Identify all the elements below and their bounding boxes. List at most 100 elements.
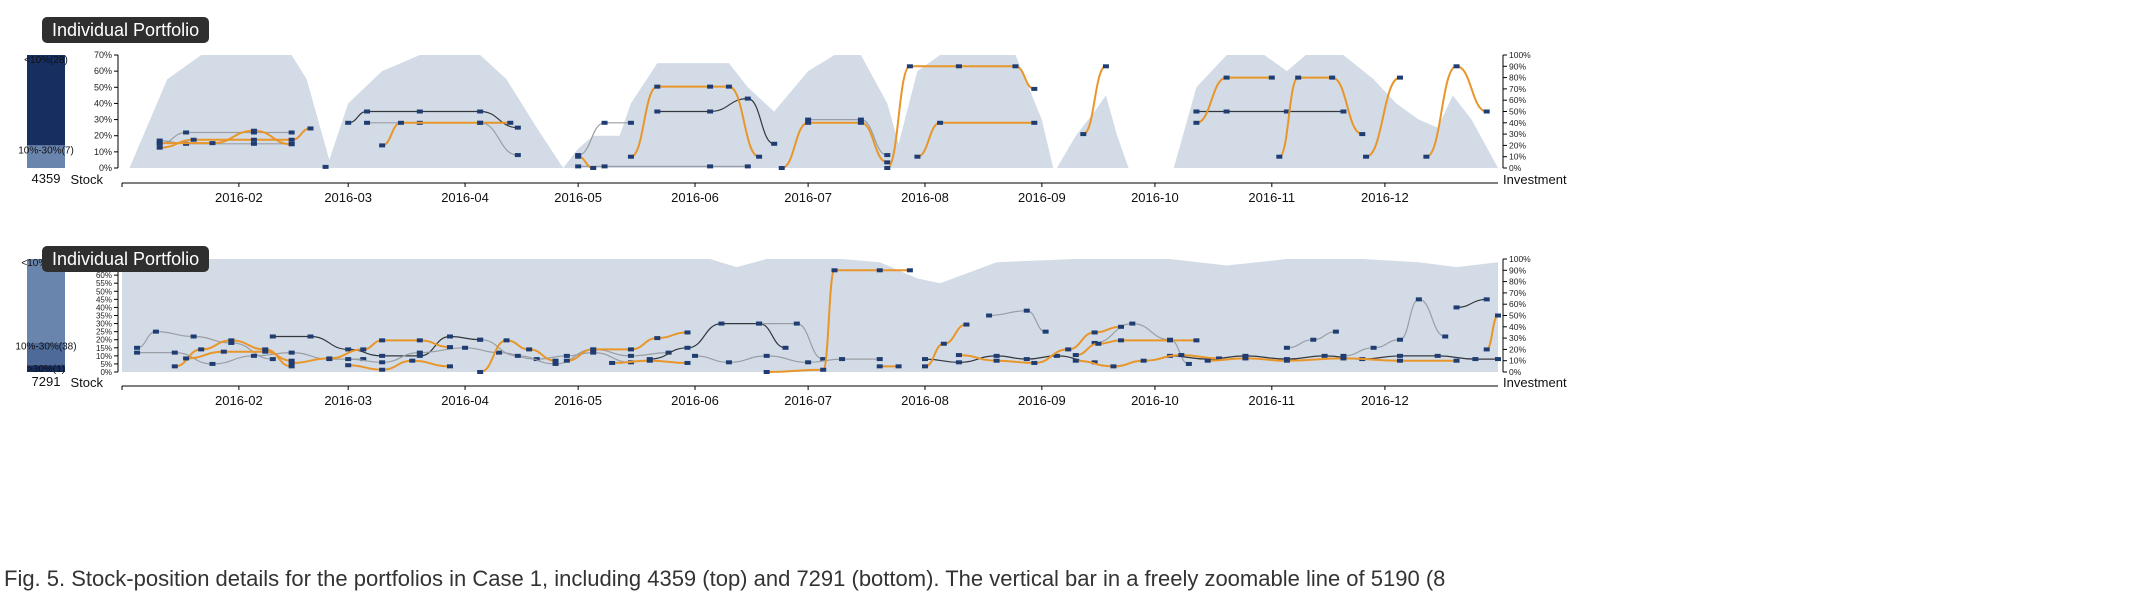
- investment-marker: [526, 347, 533, 352]
- stock-marker: [345, 347, 352, 352]
- position-bar-label: 10%-30%(7): [18, 145, 74, 156]
- investment-marker: [288, 358, 295, 363]
- investment-marker: [209, 141, 216, 146]
- stock-marker: [692, 353, 699, 358]
- investment-marker: [1363, 154, 1370, 159]
- left-tick-label: 0%: [99, 163, 112, 173]
- stock-marker: [416, 350, 423, 355]
- stock-marker: [805, 360, 812, 365]
- stock-marker: [601, 164, 608, 169]
- stock-marker: [228, 340, 235, 345]
- investment-axis-label: Investment: [1503, 172, 1567, 187]
- portfolio-panel-7291: 0%5%10%15%20%25%30%35%40%45%50%55%60%65%…: [15, 254, 1567, 408]
- investment-marker: [1095, 341, 1102, 346]
- portfolio-title-top: Individual Portfolio: [42, 17, 210, 43]
- stock-marker: [805, 117, 812, 122]
- investment-series-line: [159, 129, 292, 146]
- stock-marker: [1370, 345, 1377, 350]
- investment-marker: [1453, 64, 1460, 69]
- investment-marker: [190, 137, 197, 142]
- investment-marker: [288, 364, 295, 369]
- stock-marker: [514, 153, 521, 158]
- right-tick-label: 40%: [1509, 322, 1526, 332]
- investment-series-line: [381, 121, 511, 147]
- stock-marker: [684, 345, 691, 350]
- background-area: [129, 55, 1498, 168]
- investment-marker: [1396, 358, 1403, 363]
- investment-marker: [1091, 330, 1098, 335]
- left-tick-label: 60%: [94, 66, 112, 76]
- investment-marker: [171, 364, 178, 369]
- stock-marker: [446, 334, 453, 339]
- x-tick-label: 2016-08: [901, 393, 949, 408]
- investment-marker: [1216, 356, 1223, 361]
- stock-marker: [1023, 357, 1030, 362]
- position-bar-label: >30%(1): [27, 364, 65, 375]
- investment-series-line: [291, 339, 451, 364]
- right-tick-label: 40%: [1509, 118, 1526, 128]
- investment-marker: [1283, 358, 1290, 363]
- right-tick-label: 70%: [1509, 84, 1526, 94]
- investment-series-line: [1365, 76, 1401, 158]
- stock-marker: [782, 345, 789, 350]
- stock-marker: [364, 109, 371, 114]
- investment-marker: [1295, 75, 1302, 80]
- position-bar-segment: [27, 365, 65, 372]
- investment-marker: [627, 154, 634, 159]
- investment-marker: [955, 64, 962, 69]
- x-tick-label: 2016-05: [554, 393, 602, 408]
- stock-marker: [288, 130, 295, 135]
- x-tick-label: 2016-12: [1361, 393, 1409, 408]
- investment-marker: [590, 347, 597, 352]
- stock-marker: [1483, 297, 1490, 302]
- stock-marker: [134, 350, 141, 355]
- investment-marker: [1193, 338, 1200, 343]
- stock-marker: [986, 313, 993, 318]
- investment-marker: [831, 268, 838, 273]
- stock-marker: [857, 117, 864, 122]
- stock-marker: [1053, 353, 1060, 358]
- stock-marker: [955, 360, 962, 365]
- x-tick-label: 2016-02: [215, 393, 263, 408]
- stock-marker: [152, 329, 159, 334]
- stock-marker: [1396, 337, 1403, 342]
- right-tick-label: 90%: [1509, 265, 1526, 275]
- stock-marker: [1223, 109, 1230, 114]
- stock-marker: [744, 164, 751, 169]
- stock-axis-label: Stock: [70, 172, 103, 187]
- investment-marker: [507, 120, 514, 125]
- stock-series-line: [1456, 298, 1487, 308]
- stock-marker: [288, 350, 295, 355]
- stock-marker: [1321, 353, 1328, 358]
- investment-marker: [914, 154, 921, 159]
- right-tick-label: 50%: [1509, 311, 1526, 321]
- stock-series-line: [1094, 322, 1190, 365]
- investment-marker: [895, 364, 902, 369]
- investment-marker: [884, 160, 891, 165]
- stock-marker: [1453, 305, 1460, 310]
- investment-marker: [446, 345, 453, 350]
- left-tick-label: 50%: [94, 82, 112, 92]
- position-bar-segment: [27, 342, 65, 366]
- left-tick-label: 30%: [96, 320, 112, 329]
- right-tick-label: 100%: [1509, 254, 1531, 264]
- investment-marker: [1483, 347, 1490, 352]
- investment-marker: [609, 360, 616, 365]
- right-tick-label: 90%: [1509, 61, 1526, 71]
- stock-marker: [707, 164, 714, 169]
- x-tick-label: 2016-09: [1018, 393, 1066, 408]
- investment-series-line: [1082, 65, 1107, 136]
- investment-marker: [379, 367, 386, 372]
- stock-marker: [1396, 353, 1403, 358]
- position-bar-segment: [27, 145, 65, 168]
- stock-marker: [563, 353, 570, 358]
- investment-marker: [756, 154, 763, 159]
- stock-marker: [379, 353, 386, 358]
- stock-marker: [190, 334, 197, 339]
- stock-marker: [183, 130, 190, 135]
- investment-marker: [1453, 358, 1460, 363]
- investment-marker: [1276, 154, 1283, 159]
- investment-marker: [288, 142, 295, 147]
- investment-marker: [1423, 154, 1430, 159]
